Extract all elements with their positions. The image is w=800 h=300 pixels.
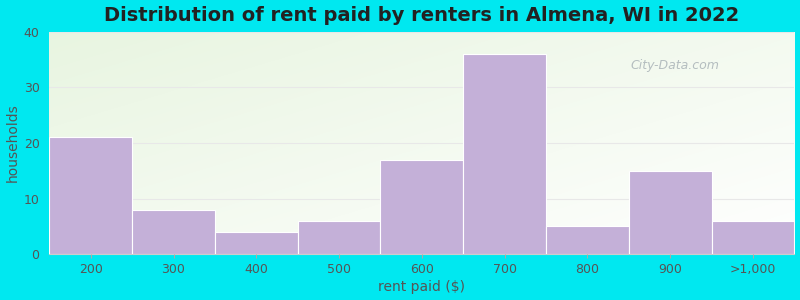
Text: City-Data.com: City-Data.com: [630, 58, 719, 72]
Bar: [546, 226, 629, 254]
Bar: [50, 137, 132, 254]
Bar: [463, 54, 546, 254]
Bar: [712, 221, 794, 254]
Y-axis label: households: households: [6, 103, 19, 182]
Title: Distribution of rent paid by renters in Almena, WI in 2022: Distribution of rent paid by renters in …: [104, 6, 739, 25]
Bar: [629, 171, 712, 254]
Bar: [132, 210, 215, 254]
Bar: [298, 221, 381, 254]
Bar: [215, 232, 298, 254]
X-axis label: rent paid ($): rent paid ($): [378, 280, 466, 294]
Bar: [381, 160, 463, 254]
